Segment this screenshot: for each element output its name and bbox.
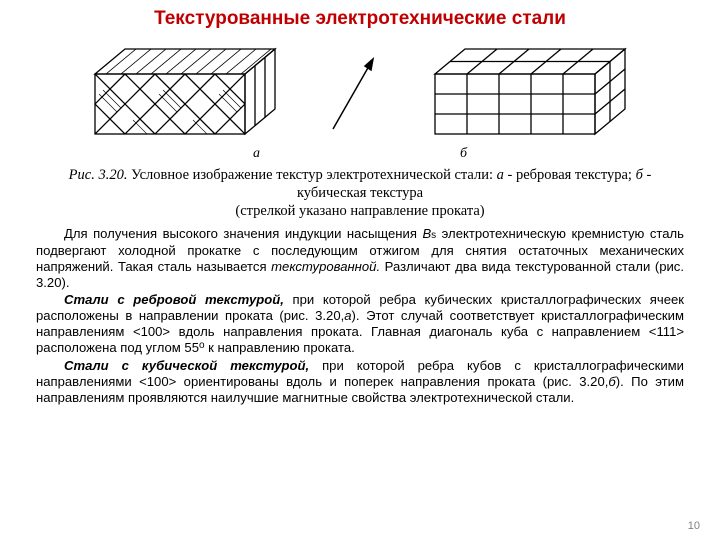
paragraph-2: Стали с ребровой текстурой, при которой … bbox=[36, 292, 684, 356]
figure-a bbox=[85, 34, 285, 144]
figure-label-b: б bbox=[460, 146, 467, 162]
page-number: 10 bbox=[688, 520, 700, 532]
direction-arrow-icon bbox=[325, 34, 385, 144]
page-title: Текстурованные электротехнические стали bbox=[0, 0, 720, 34]
caption-main: Условное изображение текстур электротехн… bbox=[127, 167, 496, 183]
caption-a: - ребровая текстура; bbox=[504, 167, 636, 183]
figure-label-a: а bbox=[253, 146, 260, 162]
figure-area: а б Рис. 3.20. Условное изображение текс… bbox=[0, 34, 720, 220]
caption-a-italic: а bbox=[497, 167, 504, 183]
figure-row bbox=[40, 34, 680, 144]
figure-sublabels: а б bbox=[40, 146, 680, 162]
paragraph-1: Для получения высокого значения индукции… bbox=[36, 226, 684, 290]
caption-note: (стрелкой указано направление проката) bbox=[235, 203, 484, 219]
paragraph-3: Стали с кубической текстурой, при которо… bbox=[36, 358, 684, 406]
caption-b-italic: б bbox=[636, 167, 643, 183]
caption-prefix: Рис. 3.20. bbox=[69, 167, 128, 183]
figure-caption: Рис. 3.20. Условное изображение текстур … bbox=[40, 166, 680, 220]
body-text: Для получения высокого значения индукции… bbox=[0, 220, 720, 406]
figure-b bbox=[425, 34, 635, 144]
